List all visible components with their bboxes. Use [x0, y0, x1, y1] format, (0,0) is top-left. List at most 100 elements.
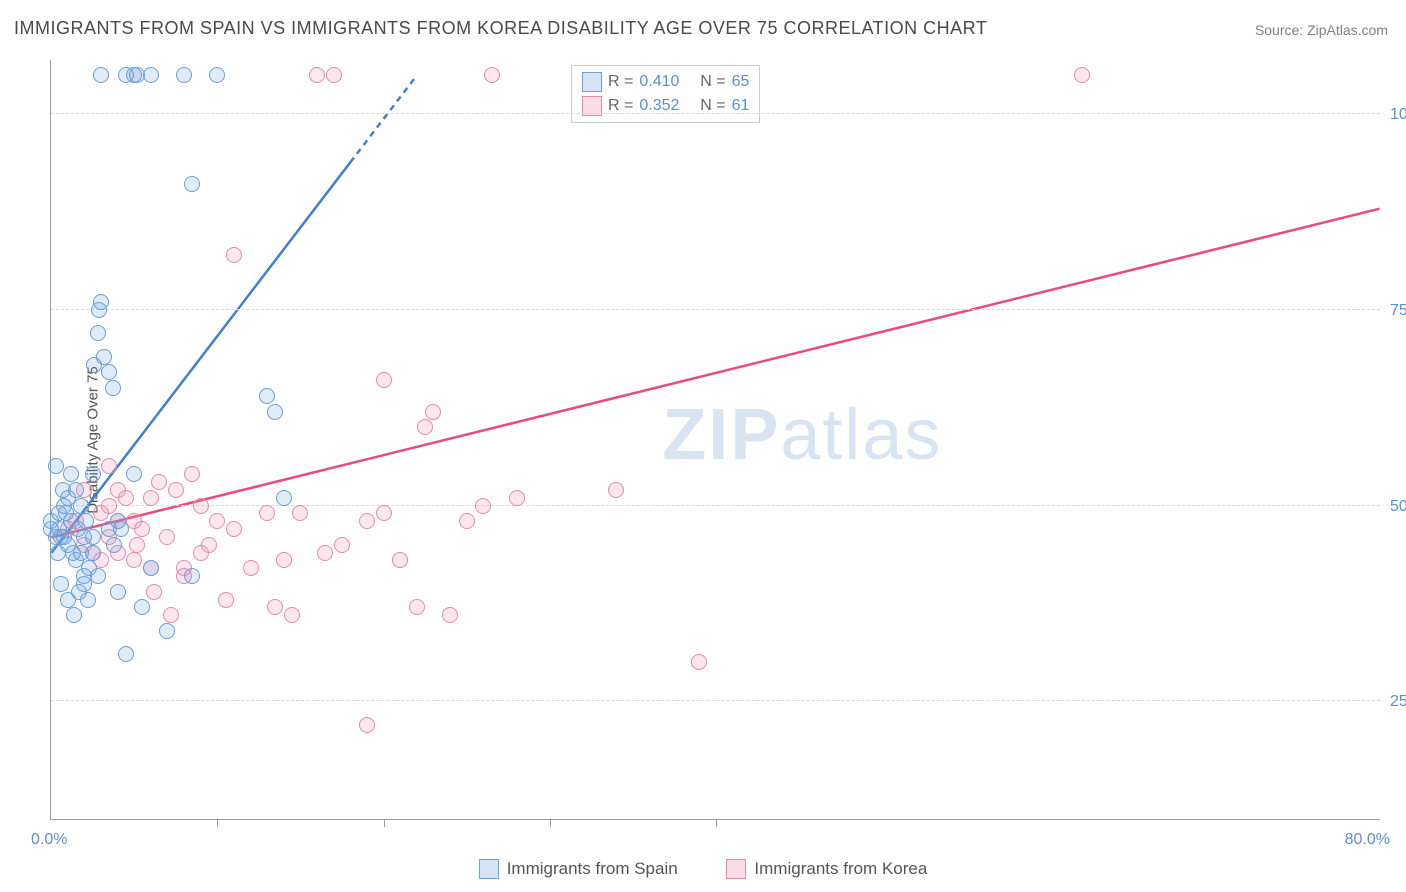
data-point-korea — [134, 521, 150, 537]
data-point-spain — [184, 176, 200, 192]
data-point-korea — [159, 529, 175, 545]
data-point-korea — [409, 599, 425, 615]
data-point-spain — [101, 364, 117, 380]
data-point-korea — [1074, 67, 1090, 83]
legend-swatch-spain — [582, 72, 602, 92]
data-point-korea — [509, 490, 525, 506]
data-point-korea — [226, 247, 242, 263]
data-point-korea — [143, 490, 159, 506]
chart-title: IMMIGRANTS FROM SPAIN VS IMMIGRANTS FROM… — [14, 18, 987, 39]
legend-label-spain: Immigrants from Spain — [507, 859, 678, 879]
data-point-spain — [85, 545, 101, 561]
x-axis-end: 80.0% — [1345, 831, 1390, 849]
data-point-spain — [50, 545, 66, 561]
data-point-korea — [326, 67, 342, 83]
data-point-korea — [184, 466, 200, 482]
data-point-korea — [459, 513, 475, 529]
data-point-korea — [691, 654, 707, 670]
data-point-spain — [60, 592, 76, 608]
data-point-spain — [65, 545, 81, 561]
data-point-spain — [184, 568, 200, 584]
legend-swatch-spain — [479, 859, 499, 879]
legend-swatch-korea — [726, 859, 746, 879]
data-point-korea — [168, 482, 184, 498]
data-point-korea — [475, 498, 491, 514]
data-point-spain — [209, 67, 225, 83]
data-point-spain — [78, 513, 94, 529]
data-point-spain — [73, 498, 89, 514]
data-point-korea — [193, 498, 209, 514]
data-point-korea — [484, 67, 500, 83]
data-point-spain — [90, 325, 106, 341]
data-point-spain — [276, 490, 292, 506]
data-point-korea — [226, 521, 242, 537]
chart-plot-area: ZIPatlas Disability Age Over 75 R = 0.41… — [50, 60, 1380, 820]
data-point-korea — [151, 474, 167, 490]
data-point-korea — [284, 607, 300, 623]
data-point-spain — [90, 568, 106, 584]
data-point-korea — [126, 552, 142, 568]
data-point-spain — [63, 466, 79, 482]
data-point-spain — [85, 529, 101, 545]
data-point-korea — [218, 592, 234, 608]
data-point-spain — [159, 623, 175, 639]
correlation-legend: R = 0.410 N = 65 R = 0.352 N = 61 — [571, 65, 760, 123]
series-legend: Immigrants from Spain Immigrants from Ko… — [0, 859, 1406, 884]
data-point-korea — [292, 505, 308, 521]
data-point-korea — [101, 458, 117, 474]
data-point-korea — [309, 67, 325, 83]
data-point-spain — [126, 466, 142, 482]
data-point-korea — [359, 717, 375, 733]
data-point-korea — [376, 505, 392, 521]
data-point-spain — [86, 357, 102, 373]
data-point-korea — [392, 552, 408, 568]
data-point-korea — [259, 505, 275, 521]
data-point-spain — [55, 482, 71, 498]
data-point-spain — [129, 67, 145, 83]
data-point-spain — [105, 380, 121, 396]
data-point-korea — [209, 513, 225, 529]
data-point-spain — [53, 576, 69, 592]
data-point-korea — [146, 584, 162, 600]
data-point-spain — [143, 560, 159, 576]
data-point-spain — [118, 646, 134, 662]
data-point-spain — [93, 67, 109, 83]
data-point-spain — [85, 466, 101, 482]
data-point-korea — [267, 599, 283, 615]
data-point-spain — [110, 584, 126, 600]
data-point-spain — [58, 505, 74, 521]
data-point-korea — [417, 419, 433, 435]
data-point-spain — [66, 607, 82, 623]
data-point-korea — [129, 537, 145, 553]
data-point-spain — [91, 302, 107, 318]
y-tick-label: 100.0% — [1390, 106, 1406, 124]
legend-label-korea: Immigrants from Korea — [754, 859, 927, 879]
data-point-korea — [359, 513, 375, 529]
x-axis-origin: 0.0% — [31, 831, 67, 849]
data-point-spain — [106, 537, 122, 553]
data-point-korea — [376, 372, 392, 388]
data-point-korea — [163, 607, 179, 623]
data-point-spain — [53, 529, 69, 545]
source-attribution: Source: ZipAtlas.com — [1255, 22, 1388, 38]
data-point-spain — [267, 404, 283, 420]
data-point-korea — [276, 552, 292, 568]
data-point-spain — [134, 599, 150, 615]
data-point-korea — [243, 560, 259, 576]
y-tick-label: 75.0% — [1390, 302, 1406, 320]
data-point-spain — [176, 67, 192, 83]
data-point-korea — [101, 498, 117, 514]
trend-lines-layer — [51, 60, 1380, 819]
y-tick-label: 25.0% — [1390, 693, 1406, 711]
data-point-korea — [442, 607, 458, 623]
data-point-korea — [118, 490, 134, 506]
data-point-korea — [608, 482, 624, 498]
data-point-spain — [259, 388, 275, 404]
data-point-spain — [101, 521, 117, 537]
y-tick-label: 50.0% — [1390, 498, 1406, 516]
data-point-korea — [317, 545, 333, 561]
data-point-korea — [334, 537, 350, 553]
data-point-spain — [48, 458, 64, 474]
data-point-korea — [425, 404, 441, 420]
data-point-korea — [201, 537, 217, 553]
